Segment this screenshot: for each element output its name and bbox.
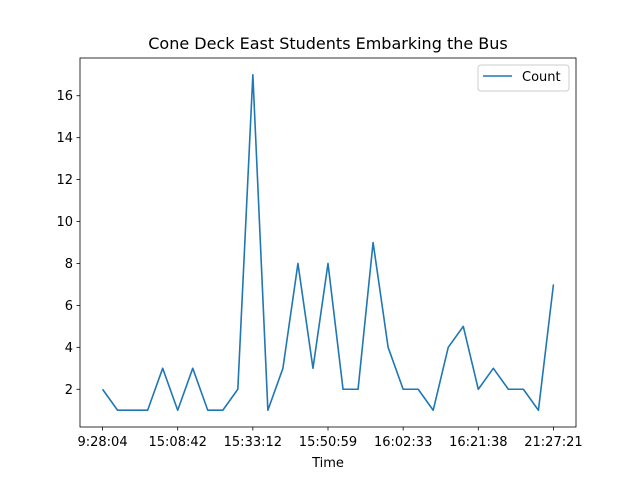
x-axis-ticks: 9:28:04 15:08:42 15:33:12 15:50:59 16:02:33 1… <box>77 427 583 450</box>
series-layer <box>101 73 555 412</box>
x-tick-label: 16:21:38 <box>449 435 507 450</box>
x-tick-label: 15:33:12 <box>224 435 282 450</box>
series-line-count <box>101 73 555 412</box>
chart-title: Cone Deck East Students Embarking the Bu… <box>148 34 507 53</box>
plot-area: 2 4 6 8 10 12 14 16 9:28:04 15:08:42 15:33:12 15:5… <box>56 57 583 450</box>
x-axis-label: Time <box>311 456 344 471</box>
y-tick-label: 16 <box>56 89 73 104</box>
legend: Count <box>477 64 570 92</box>
y-tick-label: 8 <box>65 257 73 272</box>
x-tick-label: 15:50:59 <box>299 435 357 450</box>
x-tick-label: 16:02:33 <box>374 435 432 450</box>
legend-box <box>477 64 570 92</box>
y-tick-label: 4 <box>65 341 73 356</box>
y-tick-label: 10 <box>56 215 73 230</box>
y-tick-label: 2 <box>65 383 73 398</box>
y-tick-label: 12 <box>56 173 73 188</box>
legend-label-count: Count <box>522 70 561 85</box>
x-tick-label: 9:28:04 <box>77 435 127 450</box>
y-tick-label: 14 <box>56 131 73 146</box>
y-axis-ticks: 2 4 6 8 10 12 14 16 <box>56 89 80 398</box>
x-tick-label: 15:08:42 <box>149 435 207 450</box>
x-tick-label: 21:27:21 <box>524 435 582 450</box>
y-tick-label: 6 <box>65 299 73 314</box>
